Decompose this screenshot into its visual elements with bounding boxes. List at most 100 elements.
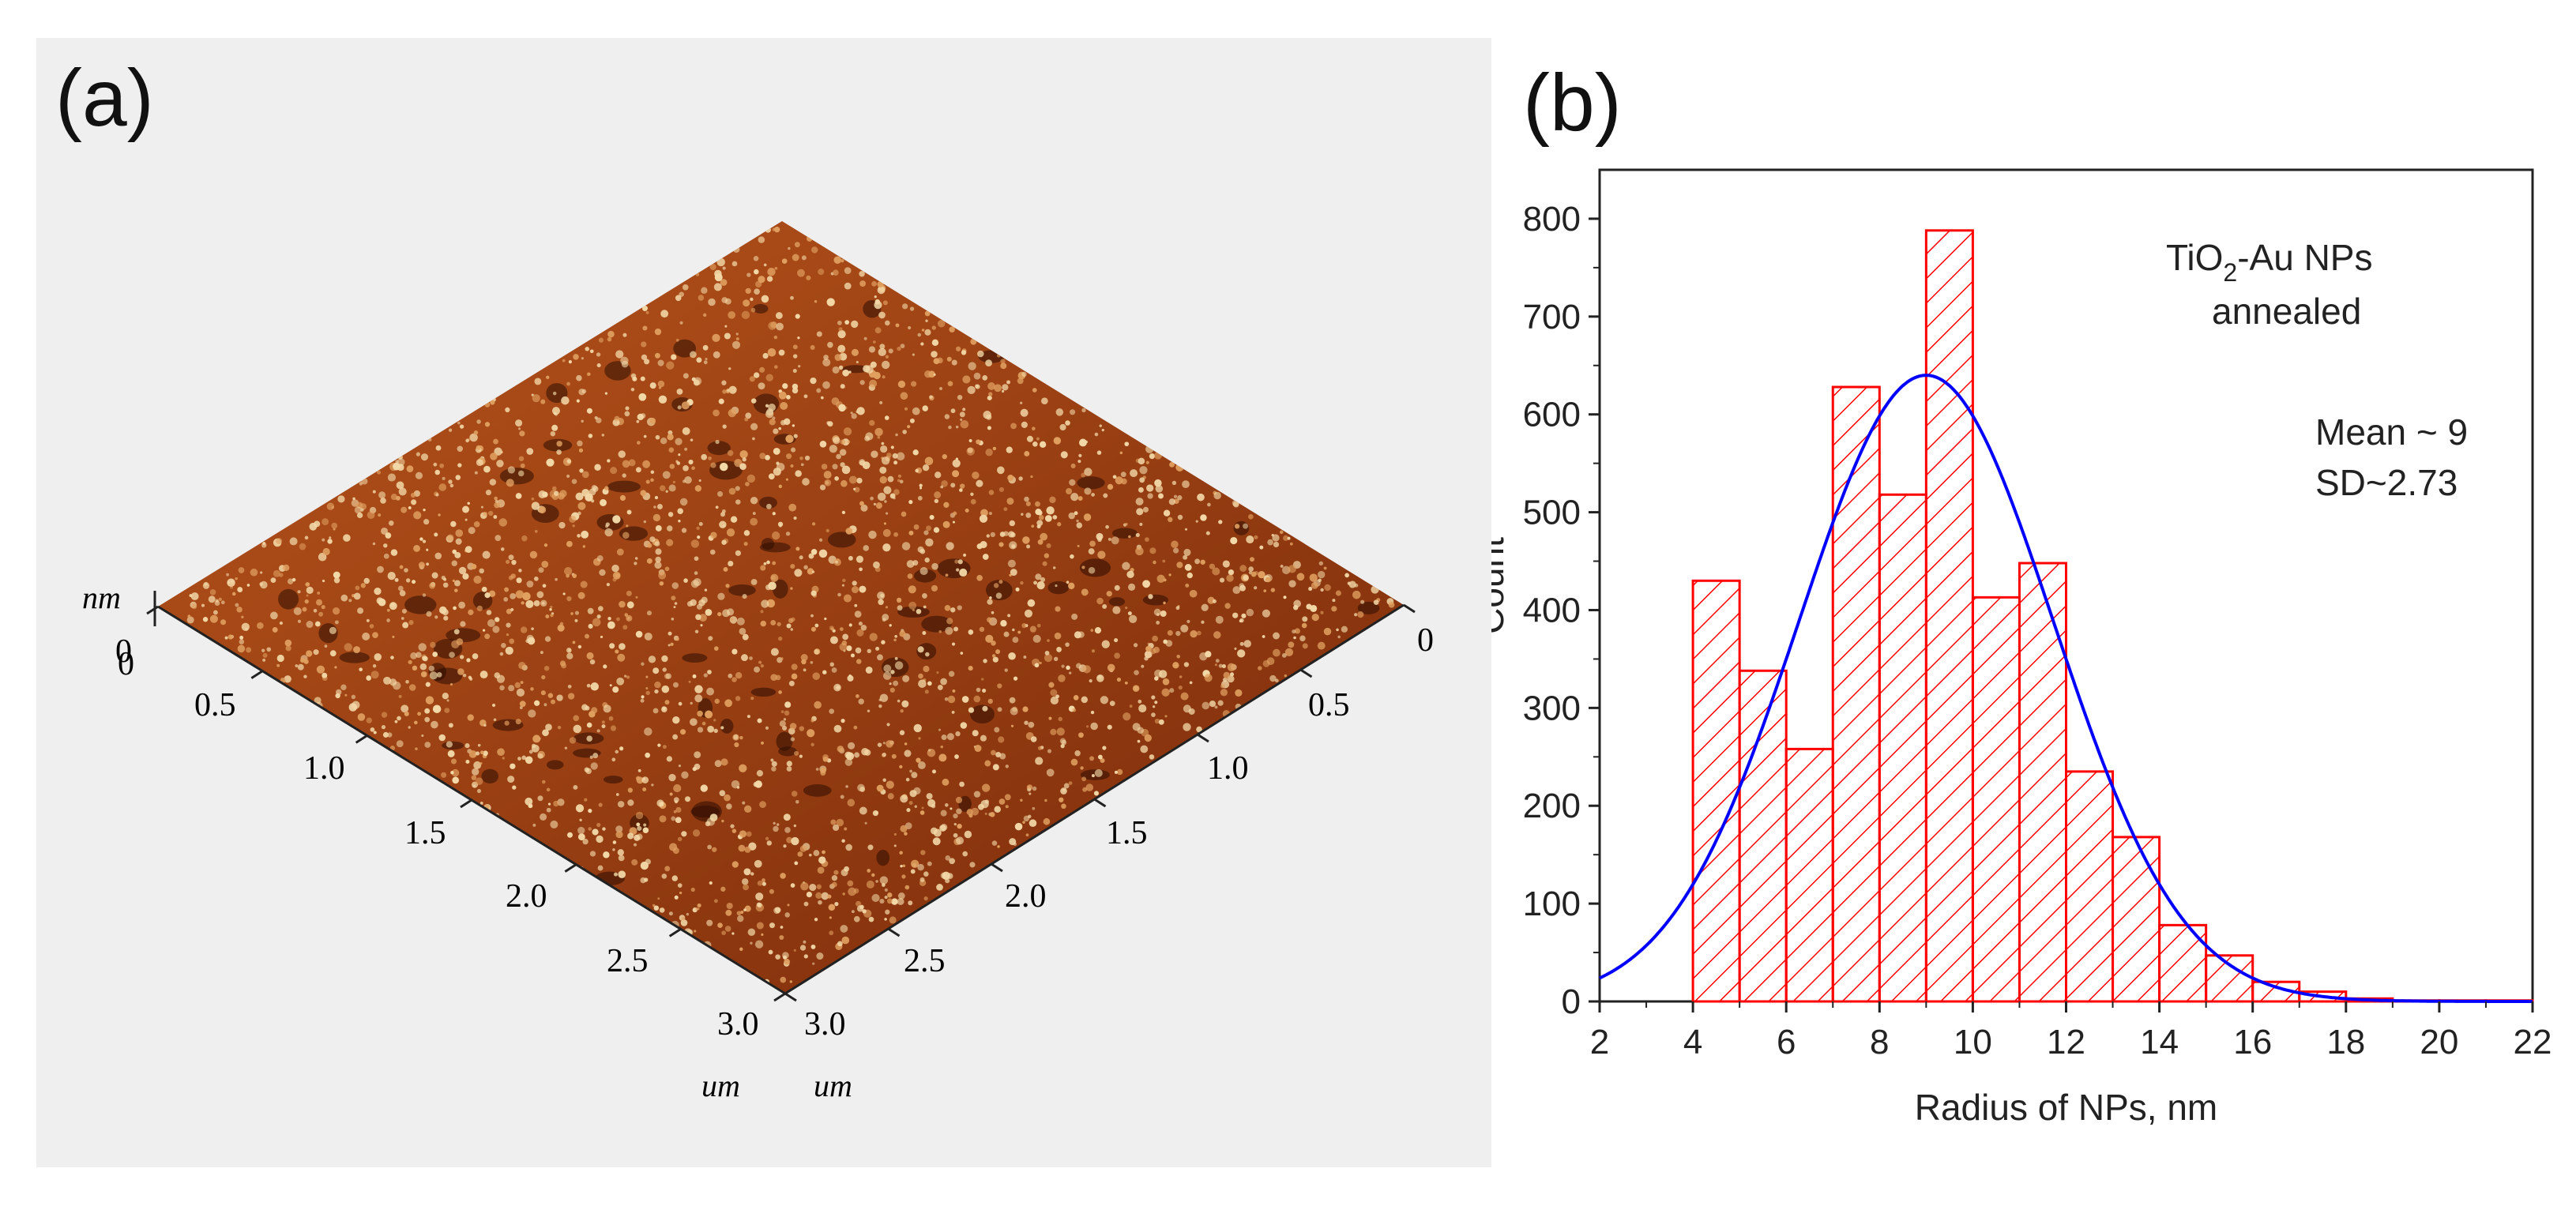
afm-grain — [1161, 688, 1170, 697]
afm-grain — [519, 701, 526, 708]
afm-grain — [980, 734, 987, 742]
afm-grain — [496, 674, 506, 683]
afm-grain — [235, 577, 238, 580]
afm-grain — [1111, 536, 1119, 545]
afm-grain — [635, 776, 641, 781]
afm-grain — [924, 310, 931, 317]
right-axis-tick-mark — [887, 927, 901, 937]
afm-grain — [674, 800, 679, 804]
afm-grain — [1215, 659, 1220, 663]
afm-grain — [888, 348, 893, 354]
afm-grain — [847, 674, 854, 682]
afm-grain — [989, 596, 992, 599]
afm-grain — [994, 384, 1002, 393]
afm-grain — [784, 710, 790, 716]
afm-grain — [453, 606, 457, 611]
afm-grain — [645, 752, 651, 758]
afm-grain — [439, 463, 445, 468]
afm-pit — [432, 667, 463, 685]
afm-grain — [476, 445, 481, 450]
afm-grain — [1032, 634, 1041, 643]
afm-grain — [306, 594, 309, 597]
afm-grain — [649, 382, 656, 389]
afm-grain — [883, 486, 892, 494]
afm-grain — [923, 896, 928, 901]
afm-grain — [599, 569, 606, 577]
afm-grain — [745, 412, 752, 419]
afm-grain — [743, 884, 750, 891]
afm-grain — [209, 614, 218, 623]
afm-grain — [1046, 543, 1051, 549]
afm-grain — [879, 475, 887, 484]
afm-grain — [1154, 676, 1159, 681]
afm-grain — [746, 831, 752, 837]
afm-grain — [1344, 573, 1349, 578]
y-tick-label: 100 — [1523, 885, 1581, 923]
afm-grain — [520, 626, 528, 633]
afm-grain — [1226, 574, 1234, 582]
afm-grain — [887, 892, 893, 898]
afm-grain — [455, 475, 461, 480]
afm-grain — [758, 660, 762, 664]
afm-grain — [666, 525, 673, 532]
afm-grain — [668, 447, 675, 453]
afm-grain — [700, 784, 708, 792]
afm-grain — [1061, 803, 1066, 810]
afm-grain — [640, 698, 645, 703]
gaussian-fit-curve — [1599, 374, 2533, 1003]
afm-grain — [581, 471, 589, 479]
afm-grain — [858, 698, 864, 704]
afm-grain — [697, 903, 701, 908]
afm-grain — [566, 474, 570, 479]
afm-grain — [970, 338, 977, 345]
afm-grain — [953, 511, 957, 516]
left-axis-tick-2.5: 2.5 — [607, 943, 649, 979]
afm-grain — [457, 463, 462, 468]
afm-grain — [1222, 560, 1230, 568]
afm-grain — [879, 466, 887, 474]
afm-grain — [316, 665, 325, 674]
afm-grain — [287, 578, 294, 584]
afm-grain — [467, 714, 474, 721]
afm-grain — [661, 706, 666, 711]
afm-grain — [710, 462, 716, 468]
left-axis-tick-1.5: 1.5 — [404, 815, 446, 851]
afm-grain — [830, 819, 837, 825]
afm-grain — [845, 785, 848, 788]
afm-grain — [797, 336, 800, 340]
afm-grain — [1311, 613, 1319, 622]
afm-pit — [761, 538, 775, 550]
afm-grain — [933, 373, 936, 376]
afm-grain — [708, 456, 712, 460]
afm-grain — [891, 753, 897, 759]
afm-grain — [442, 609, 449, 616]
afm-grain — [790, 883, 795, 888]
afm-grain — [577, 511, 581, 516]
afm-grain — [1024, 451, 1030, 456]
afm-grain — [1081, 472, 1086, 478]
afm-grain — [506, 633, 510, 637]
afm-grain — [968, 813, 973, 818]
right-axis-tick-3.0: 3.0 — [804, 1006, 846, 1043]
afm-grain — [309, 522, 318, 531]
afm-grain — [940, 745, 944, 749]
afm-grain — [869, 379, 878, 388]
afm-grain — [317, 592, 321, 595]
afm-grain — [713, 351, 720, 359]
afm-grain — [694, 751, 701, 759]
afm-grain — [776, 461, 780, 465]
afm-grain — [926, 525, 931, 532]
afm-grain — [700, 624, 703, 627]
afm-grain — [955, 346, 961, 351]
afm-grain — [768, 321, 777, 330]
afm-grain — [408, 684, 416, 691]
afm-grain — [381, 712, 388, 718]
afm-grain — [645, 479, 650, 484]
afm-grain — [392, 681, 401, 690]
afm-grain — [1207, 502, 1211, 507]
afm-grain — [553, 800, 559, 807]
afm-grain — [759, 801, 766, 809]
afm-grain — [994, 727, 1000, 733]
afm-grain — [877, 435, 881, 439]
afm-grain — [624, 411, 630, 417]
